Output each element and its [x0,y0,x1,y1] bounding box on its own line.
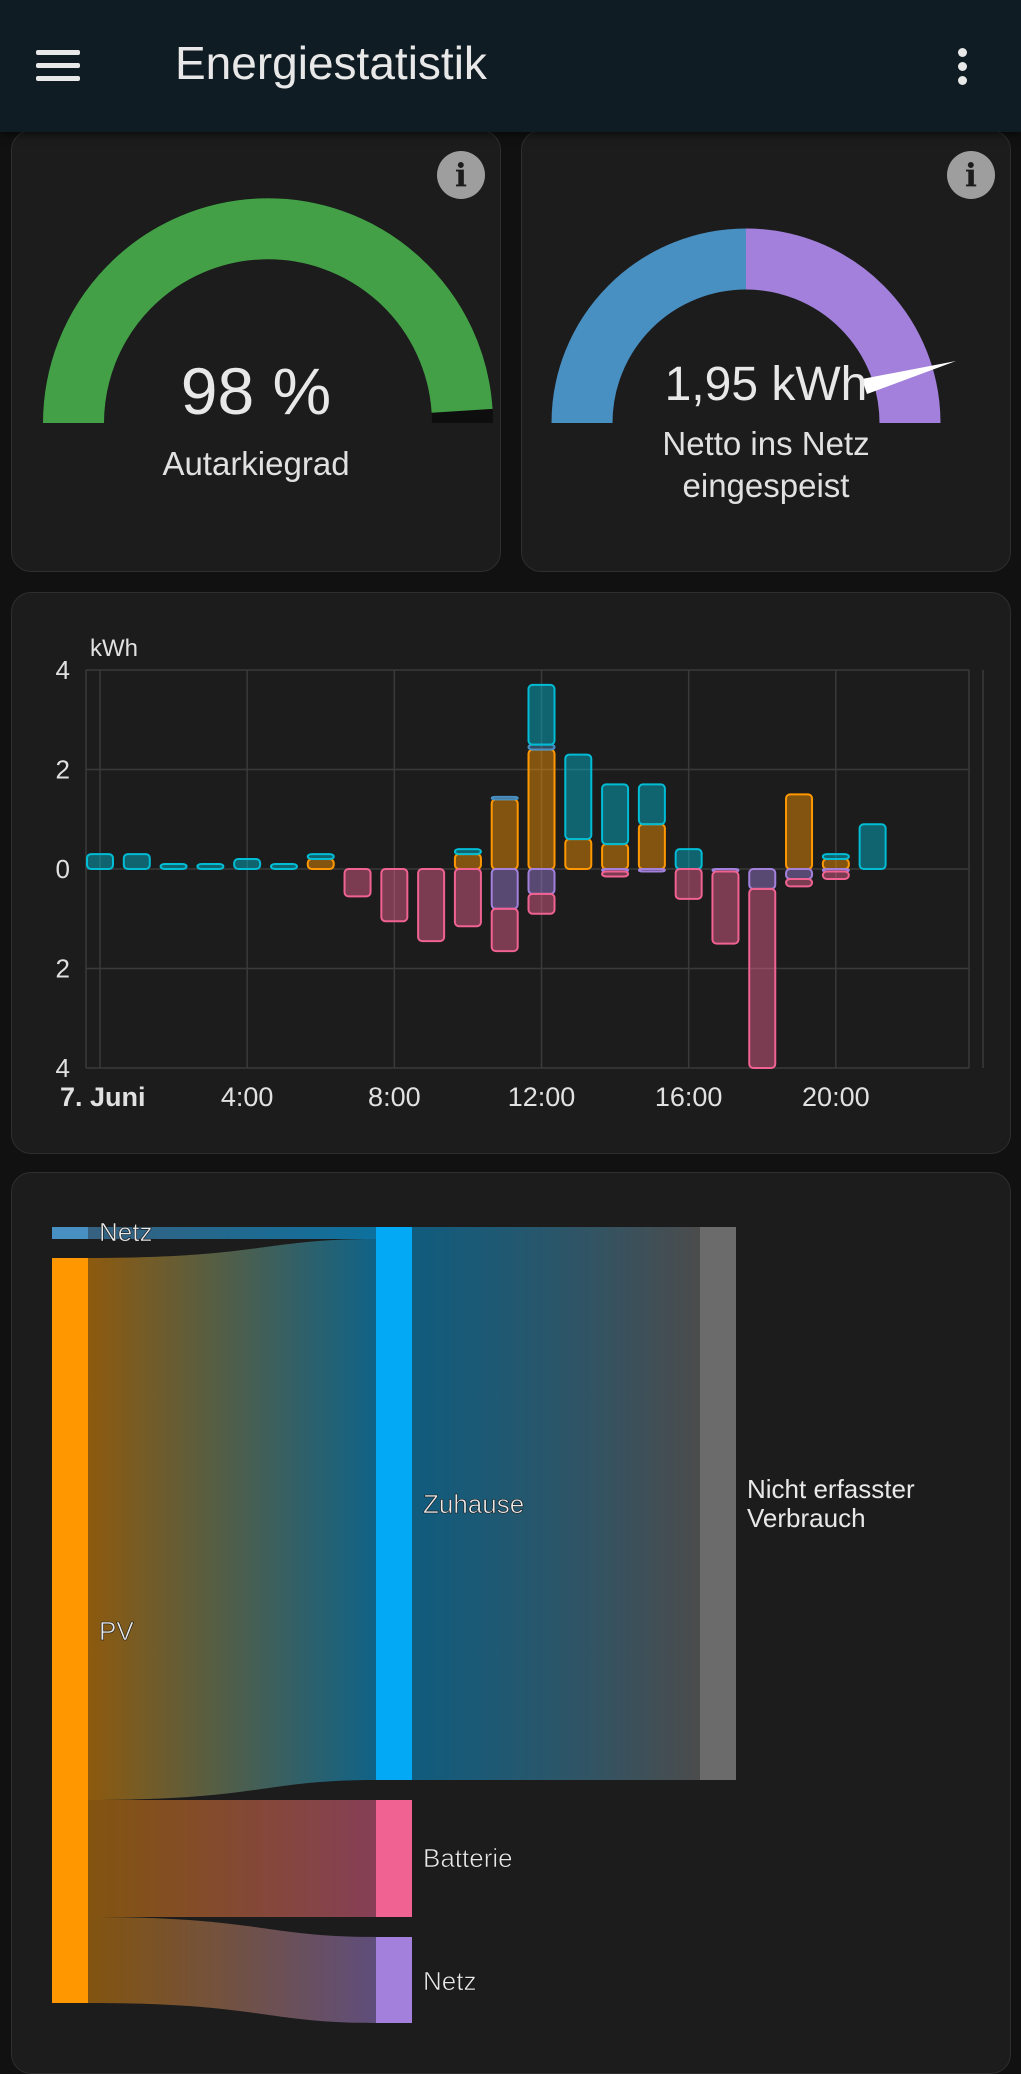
info-icon[interactable]: i [947,151,995,199]
chart-bar-segment [601,783,630,846]
net-grid-export-gauge-card: i 1,95 kWh Netto ins Netz eingespeist [521,130,1011,572]
chart-bar-segment [564,753,593,841]
sankey-node-netz-in [52,1227,88,1239]
chart-bar-segment [527,683,556,746]
y-axis-unit-label: kWh [90,635,138,662]
y-tick-label: 4 [56,655,70,685]
chart-bar-segment [490,798,519,871]
chart-bar-segment [527,748,556,871]
chart-bar-segment [490,907,519,953]
self-sufficiency-gauge [43,198,493,424]
sankey-label-nicht-line2: Verbrauch [747,1503,866,1533]
hamburger-menu-icon[interactable] [30,38,86,94]
chart-bar-segment [417,868,446,943]
dots-vertical-icon[interactable] [940,40,984,92]
x-tick-label: 16:00 [655,1082,723,1112]
chart-bar-segment [637,783,666,826]
gauge-label: Autarkiegrad [162,445,350,482]
chart-bar-segment [233,858,262,870]
chart-bar-segment [785,793,814,870]
chart-bar-segment [821,853,850,861]
chart-bar-segment [453,868,482,928]
top-app-bar: Energiestatistik [0,0,1021,132]
chart-bar-segment [343,868,372,898]
chart-bar-segment [269,863,298,870]
chart-bar-segment [122,853,151,871]
sankey-label-netz-in: Netz [99,1217,152,1247]
chart-bar-segment [785,877,814,888]
sankey-label-nicht-line1: Nicht erfasster [747,1474,915,1504]
sankey-node-pv [52,1258,88,2003]
chart-bar-segment [674,868,703,900]
y-tick-label: 4 [56,1053,70,1083]
chart-bar-segment [527,868,556,895]
chart-bar-segment [453,853,482,871]
sankey-label-zuhause: Zuhause [423,1489,524,1519]
x-tick-label: 20:00 [802,1082,870,1112]
chart-bar-segment [196,863,225,870]
chart-bar-segment [453,848,482,856]
x-tick-label: 8:00 [368,1082,421,1112]
chart-bar-segment [380,868,409,923]
gauge-label-line2: eingespeist [682,467,850,504]
chart-bar-segment [527,892,556,915]
chart-bar-segment [821,870,850,880]
energy-sankey-diagram: Netz PV Zuhause Batterie Netz Nicht erfa… [52,1217,915,2023]
chart-bar-segment [637,868,666,873]
chart-bar-segment [785,868,814,880]
sankey-node-nicht-erfasst [700,1227,736,1780]
chart-bar-segment [564,838,593,870]
chart-bar-segment [858,823,887,871]
chart-bar-segment [748,887,777,1069]
y-tick-label: 2 [56,954,70,984]
page-title: Energiestatistik [175,37,487,89]
y-tick-label: 0 [56,854,70,884]
chart-bar-segment [821,858,850,870]
gauge-label-line1: Netto ins Netz [662,425,870,462]
chart-bar-segment [86,853,114,871]
sankey-link-zuhause-nicht [412,1227,700,1780]
sankey-node-netz-out [376,1937,412,2023]
y-tick-label: 2 [56,755,70,785]
gauge-needle [862,361,956,394]
chart-bar-segment [306,853,335,861]
sankey-link-pv-zuhause [88,1239,376,1800]
sankey-link-netz-zuhause [88,1227,376,1239]
chart-bar-segment [748,868,777,890]
sankey-link-pv-batterie [88,1800,376,1917]
chart-bar-segment [490,795,519,801]
energy-usage-chart-card: 4 2 0 2 4 kWh 7. Juni 4:00 8:00 12:00 16:00 20:00 [11,592,1011,1154]
sankey-node-zuhause [376,1227,412,1780]
sankey-label-batterie: Batterie [423,1843,513,1873]
chart-bar-segment [601,870,630,878]
gauge-value: 98 % [180,354,332,428]
chart-bar-segment [637,823,666,871]
gauge-value: 1,95 kWh [664,358,868,411]
chart-bar-segment [159,863,188,870]
chart-bar-segment [490,868,519,910]
chart-bar-segment [711,870,740,945]
chart-bar-segment [306,858,335,870]
energy-bar-chart: 4 2 0 2 4 kWh 7. Juni 4:00 8:00 12:00 16:00 20:00 [56,635,984,1112]
sankey-label-pv: PV [99,1616,134,1646]
sankey-link-pv-netz [88,1917,376,2023]
x-tick-label: 4:00 [221,1082,274,1112]
x-tick-label: 12:00 [508,1082,576,1112]
chart-bar-segment [601,843,630,870]
info-icon[interactable]: i [437,151,485,199]
sankey-node-batterie [376,1800,412,1917]
net-grid-export-gauge [551,228,956,424]
energy-sankey-card: Netz PV Zuhause Batterie Netz Nicht erfa… [11,1172,1011,2074]
chart-bar-segment [674,848,703,871]
self-sufficiency-gauge-card: i 98 % Autarkiegrad [11,130,501,572]
sankey-label-netz-out: Netz [423,1966,476,1996]
x-tick-label: 7. Juni [60,1082,146,1112]
